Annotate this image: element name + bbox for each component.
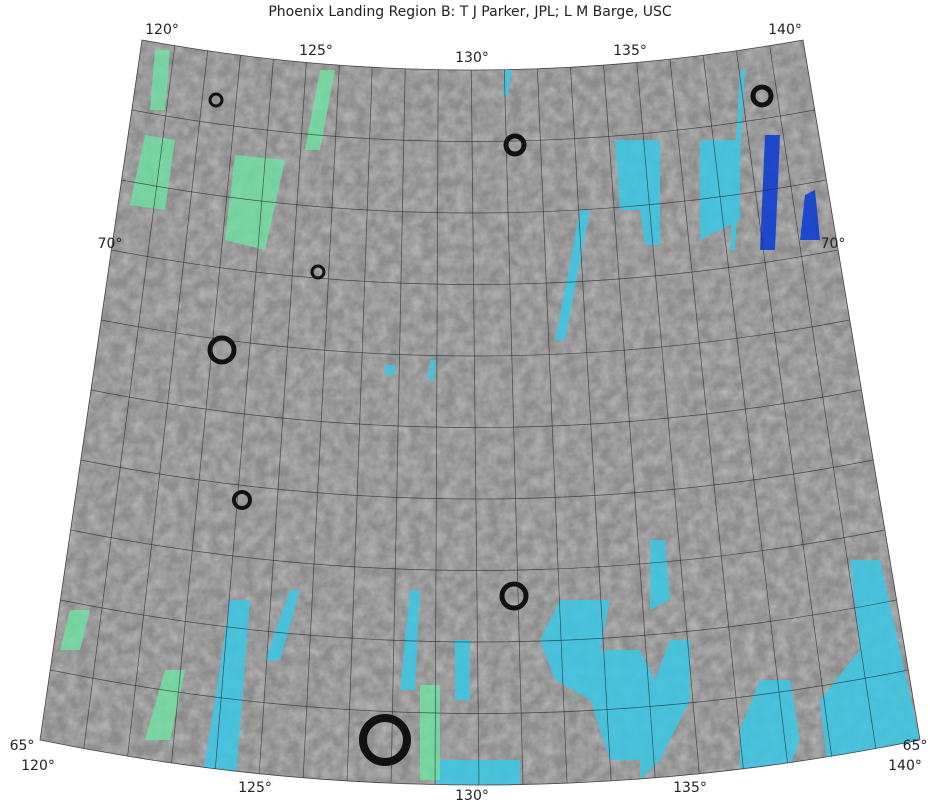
longitude-label: 130° [455, 788, 489, 803]
longitude-label: 140° [888, 758, 922, 774]
map-title: Phoenix Landing Region B: T J Parker, JP… [268, 4, 672, 20]
longitude-label: 130° [455, 50, 489, 66]
latitude-label: 65° [10, 738, 35, 754]
longitude-label: 125° [238, 780, 272, 796]
map-figure: Phoenix Landing Region B: T J Parker, JP… [0, 0, 934, 803]
longitude-label: 120° [21, 758, 55, 774]
longitude-label: 135° [613, 43, 647, 59]
map-area [0, 0, 934, 803]
latitude-label: 65° [903, 738, 928, 754]
longitude-label: 135° [673, 780, 707, 796]
longitude-label: 125° [299, 43, 333, 59]
longitude-label: 140° [768, 22, 802, 38]
latitude-label: 70° [821, 236, 846, 252]
longitude-label: 120° [145, 22, 179, 38]
latitude-label: 70° [98, 236, 123, 252]
